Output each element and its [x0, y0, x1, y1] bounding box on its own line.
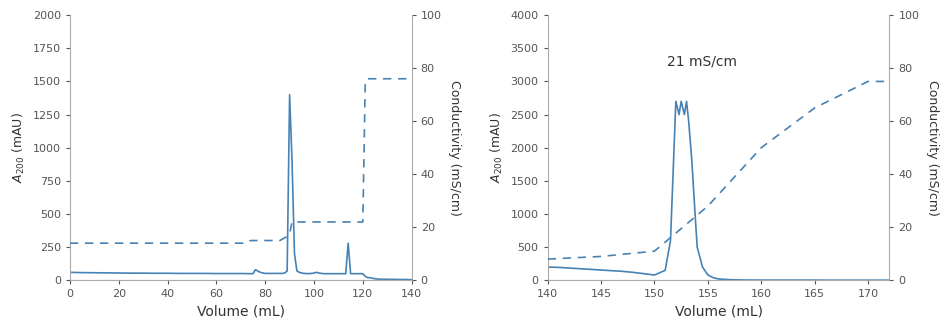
Text: 21 mS/cm: 21 mS/cm	[667, 55, 737, 69]
Y-axis label: Conductivity (mS/cm): Conductivity (mS/cm)	[926, 80, 939, 215]
X-axis label: Volume (mL): Volume (mL)	[674, 305, 763, 319]
Y-axis label: $A_{200}$ (mAU): $A_{200}$ (mAU)	[11, 112, 28, 183]
X-axis label: Volume (mL): Volume (mL)	[197, 305, 285, 319]
Y-axis label: Conductivity (mS/cm): Conductivity (mS/cm)	[448, 80, 461, 215]
Y-axis label: $A_{200}$ (mAU): $A_{200}$ (mAU)	[489, 112, 505, 183]
